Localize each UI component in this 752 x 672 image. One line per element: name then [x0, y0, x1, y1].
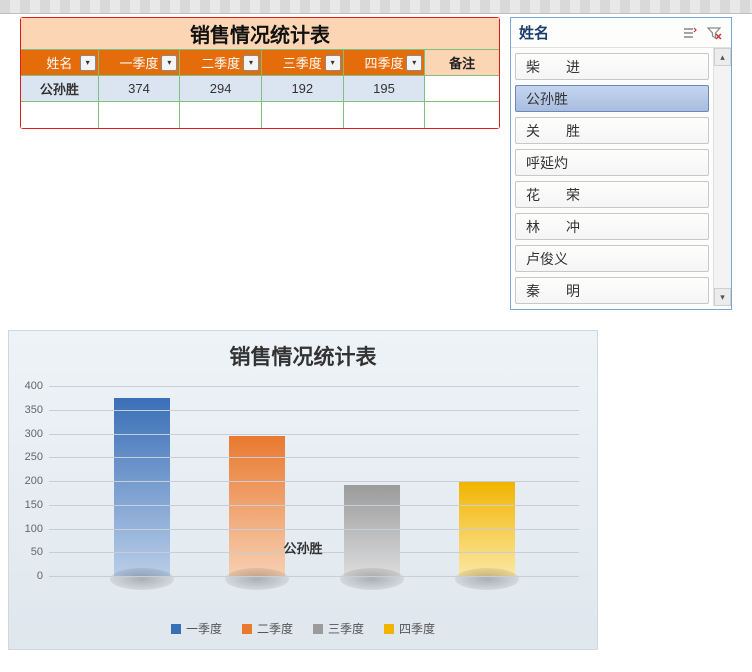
- chart-gridline: [49, 434, 579, 435]
- col-header-label: 备注: [449, 53, 475, 72]
- scroll-down-icon[interactable]: ▾: [714, 288, 731, 306]
- legend-swatch: [171, 624, 181, 634]
- legend-swatch: [313, 624, 323, 634]
- cell-q1: 374: [99, 76, 181, 101]
- col-header-q3[interactable]: 三季度 ▾: [262, 50, 344, 75]
- clear-filter-icon[interactable]: [705, 24, 723, 42]
- chart-gridline: [49, 576, 579, 577]
- bar-shadow: [340, 568, 404, 590]
- dropdown-icon[interactable]: ▾: [161, 55, 177, 71]
- chart-title: 销售情况统计表: [9, 341, 597, 371]
- slicer-item[interactable]: 卢俊义: [515, 245, 709, 272]
- slicer-item[interactable]: 呼延灼: [515, 149, 709, 176]
- col-header-label: 四季度: [364, 53, 403, 72]
- chart-y-tick-label: 150: [25, 499, 49, 511]
- col-header-note: 备注: [425, 50, 499, 75]
- multiselect-icon[interactable]: [681, 24, 699, 42]
- cell-q2: 294: [180, 76, 262, 101]
- table-title: 销售情况统计表: [21, 18, 499, 50]
- cell-note: [425, 76, 499, 101]
- col-header-label: 一季度: [119, 53, 158, 72]
- col-header-q4[interactable]: 四季度 ▾: [344, 50, 426, 75]
- name-slicer: 姓名 柴 进公孙胜关 胜呼延灼花 荣林 冲卢俊义秦 明 ▴ ▾: [510, 17, 732, 310]
- slicer-header: 姓名: [511, 18, 731, 48]
- legend-item[interactable]: 四季度: [384, 620, 435, 637]
- slicer-title: 姓名: [519, 22, 549, 43]
- window-titlebar-strip: [0, 0, 752, 14]
- chart-y-tick-label: 0: [37, 570, 49, 582]
- legend-item[interactable]: 二季度: [242, 620, 293, 637]
- legend-label: 一季度: [186, 620, 222, 637]
- chart-gridline: [49, 457, 579, 458]
- slicer-item[interactable]: 秦 明: [515, 277, 709, 304]
- sales-table: 销售情况统计表 姓名 ▾ 一季度 ▾ 二季度 ▾ 三季度 ▾ 四季度 ▾ 备注 …: [20, 17, 500, 129]
- table-row[interactable]: 公孙胜 374 294 192 195: [21, 76, 499, 102]
- cell-q3: 192: [262, 76, 344, 101]
- slicer-item[interactable]: 林 冲: [515, 213, 709, 240]
- slicer-item[interactable]: 花 荣: [515, 181, 709, 208]
- chart-gridline: [49, 386, 579, 387]
- bar-shadow: [110, 568, 174, 590]
- chart-legend: 一季度 二季度 三季度 四季度: [9, 620, 597, 637]
- col-header-label: 三季度: [283, 53, 322, 72]
- legend-label: 四季度: [399, 620, 435, 637]
- cell-name: 公孙胜: [21, 76, 99, 101]
- dropdown-icon[interactable]: ▾: [243, 55, 259, 71]
- slicer-item[interactable]: 关 胜: [515, 117, 709, 144]
- chart-gridline: [49, 410, 579, 411]
- dropdown-icon[interactable]: ▾: [325, 55, 341, 71]
- slicer-list: 柴 进公孙胜关 胜呼延灼花 荣林 冲卢俊义秦 明: [511, 48, 713, 306]
- cell-q4: 195: [344, 76, 426, 101]
- chart-category-label: 公孙胜: [38, 538, 568, 557]
- chart-gridline: [49, 529, 579, 530]
- bar-shadow: [455, 568, 519, 590]
- chart-gridline: [49, 505, 579, 506]
- col-header-q1[interactable]: 一季度 ▾: [99, 50, 181, 75]
- col-header-name[interactable]: 姓名 ▾: [21, 50, 99, 75]
- dropdown-icon[interactable]: ▾: [406, 55, 422, 71]
- slicer-scrollbar[interactable]: ▴ ▾: [713, 48, 731, 306]
- chart-gridline: [49, 481, 579, 482]
- sales-chart: 销售情况统计表 050100150200250300350400 公孙胜 一季度…: [8, 330, 598, 650]
- legend-swatch: [384, 624, 394, 634]
- legend-item[interactable]: 三季度: [313, 620, 364, 637]
- col-header-label: 二季度: [201, 53, 240, 72]
- chart-bar[interactable]: [344, 485, 400, 576]
- chart-y-tick-label: 200: [25, 475, 49, 487]
- slicer-item[interactable]: 柴 进: [515, 53, 709, 80]
- chart-y-tick-label: 300: [25, 428, 49, 440]
- col-header-q2[interactable]: 二季度 ▾: [180, 50, 262, 75]
- legend-label: 二季度: [257, 620, 293, 637]
- table-header-row: 姓名 ▾ 一季度 ▾ 二季度 ▾ 三季度 ▾ 四季度 ▾ 备注: [21, 50, 499, 76]
- bar-shadow: [225, 568, 289, 590]
- filter-icon[interactable]: ▾: [80, 55, 96, 71]
- chart-y-tick-label: 250: [25, 451, 49, 463]
- chart-y-tick-label: 100: [25, 523, 49, 535]
- col-header-label: 姓名: [46, 53, 72, 72]
- scroll-up-icon[interactable]: ▴: [714, 48, 731, 66]
- chart-y-tick-label: 350: [25, 404, 49, 416]
- legend-swatch: [242, 624, 252, 634]
- chart-y-tick-label: 400: [25, 380, 49, 392]
- legend-item[interactable]: 一季度: [171, 620, 222, 637]
- slicer-item[interactable]: 公孙胜: [515, 85, 709, 112]
- legend-label: 三季度: [328, 620, 364, 637]
- table-empty-row: [21, 102, 499, 128]
